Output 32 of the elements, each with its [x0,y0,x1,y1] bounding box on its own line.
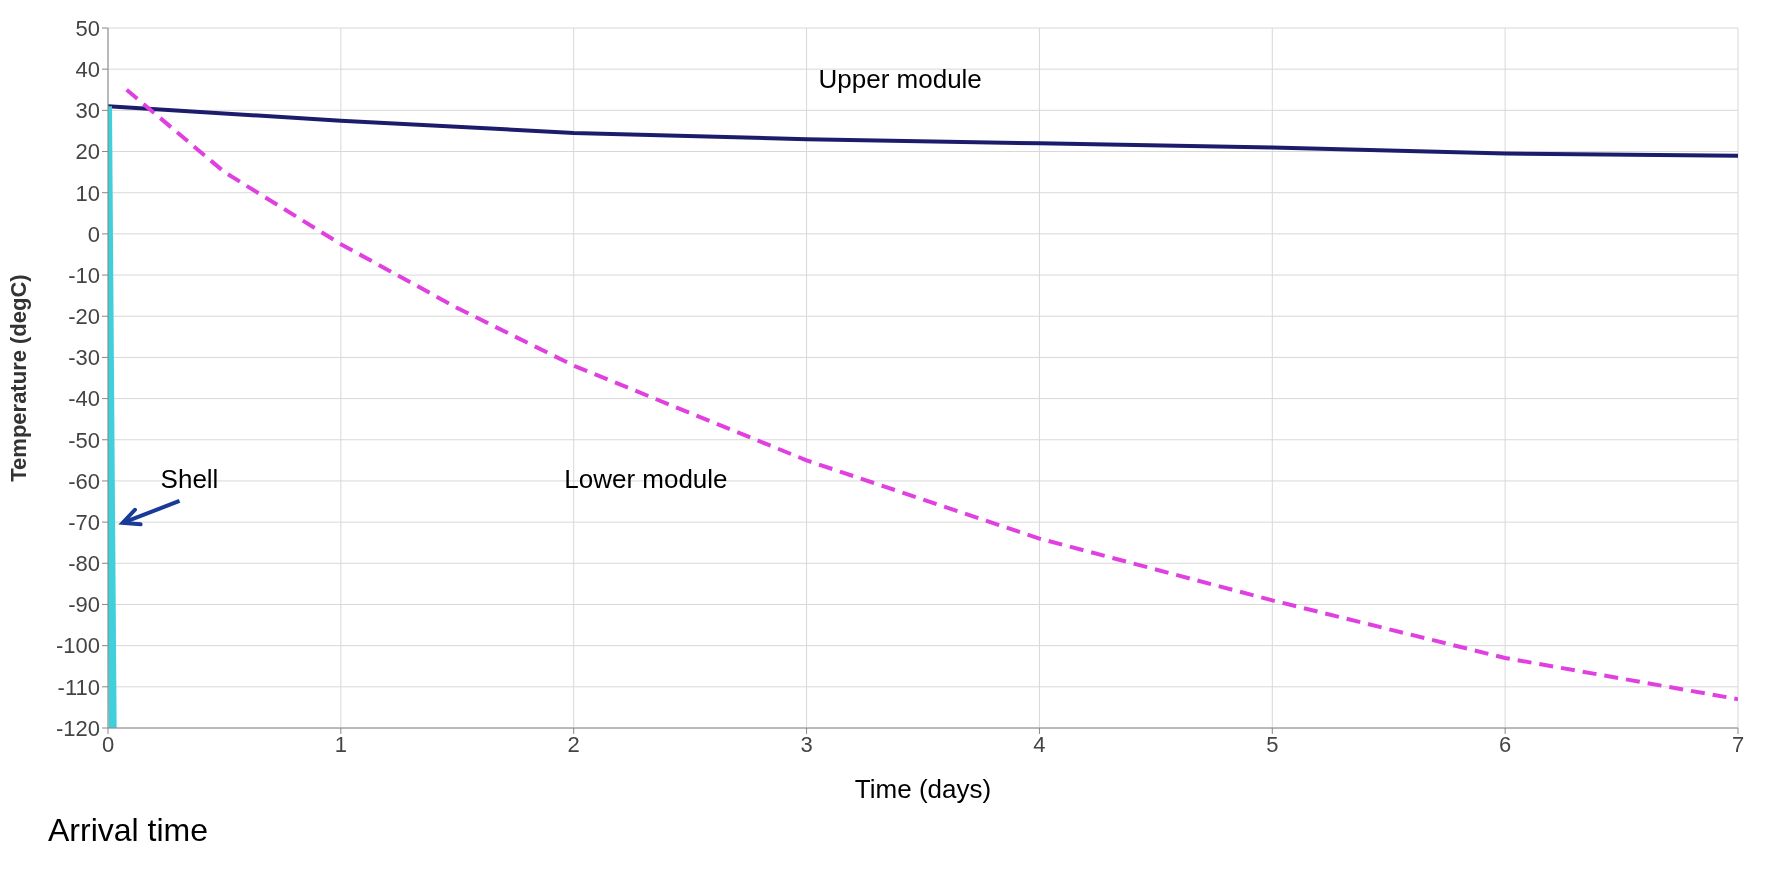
x-tick-label: 2 [567,731,580,757]
y-tick-label: 40 [75,56,100,82]
text: Arrival time [48,812,209,849]
y-tick-label: -90 [68,592,100,618]
y-tick-label: -50 [68,427,100,453]
series-label: Shell [160,463,219,494]
x-tick-label: 7 [1731,731,1745,757]
y-tick-label: 30 [75,98,100,124]
x-tick-label: 4 [1033,731,1046,757]
y-tick-label: -60 [68,468,100,494]
y-tick-label: -110 [57,674,100,700]
y-tick-label: -80 [68,551,100,577]
x-tick-label: 5 [1266,731,1279,757]
y-tick-label: -100 [55,633,100,659]
x-axis-title: Time (days) [854,774,992,804]
y-tick-label: -40 [68,386,100,412]
y-tick-label: 0 [87,221,100,247]
series-label: Upper module [818,64,982,95]
series-label: Lower module [564,463,728,494]
x-tick-label: 1 [334,731,347,757]
y-tick-label: -10 [68,262,100,288]
y-tick-label: 10 [75,180,100,206]
x-tick-label: 3 [800,731,813,757]
y-tick-label: 20 [75,139,100,165]
y-tick-label: -20 [68,304,100,330]
y-axis-title: Temperature (degC) [5,274,31,482]
line-series [108,104,1738,158]
y-tick-label: 50 [75,15,100,41]
y-tick-label: -30 [68,345,100,371]
y-tick-label: -120 [55,715,100,741]
x-tick-label: 6 [1499,731,1512,757]
y-tick-label: -70 [68,509,100,535]
